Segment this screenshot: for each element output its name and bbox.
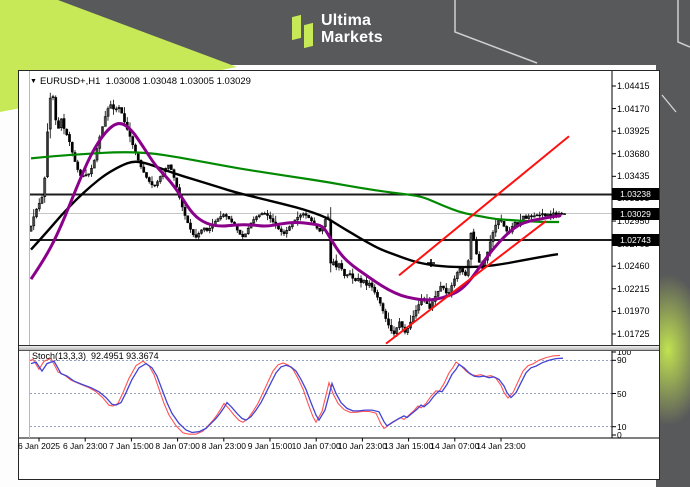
time-tick-label: 7 Jan 15:00: [109, 441, 154, 451]
price-tick-label: 1.02215: [617, 283, 650, 294]
time-tick-label: 8 Jan 23:00: [201, 441, 247, 451]
ohlc-values: 1.03008 1.03048 1.03005 1.03029: [105, 76, 251, 87]
ma-green-line: [30, 151, 559, 224]
price-tick-label: 1.01725: [617, 328, 650, 339]
logo-bar-icon: [304, 22, 313, 49]
panel-splitter[interactable]: [19, 345, 659, 351]
price-tick-label: 1.03680: [617, 148, 650, 159]
stoch-main-line: [30, 357, 564, 434]
chart-window: ▼ EURUSD+,H1 1.03008 1.03048 1.03005 1.03…: [18, 70, 660, 480]
price-tick-label: 1.02460: [617, 261, 650, 272]
brand-name-line1: Ultima: [321, 12, 372, 29]
banner-outline-decoration-icon: [454, 0, 690, 64]
indicator-name: Stoch(13,3,3): [32, 351, 87, 361]
stoch-tick-label: 100: [617, 347, 632, 357]
price-chart-canvas[interactable]: [19, 71, 659, 479]
side-panel-decoration: [656, 0, 690, 487]
symbol-dropdown-arrow[interactable]: ▼: [30, 78, 37, 85]
trendline: [398, 135, 570, 277]
time-tick-label: 10 Jan 23:00: [337, 441, 387, 451]
time-tick-label: 6 Jan 2025: [17, 441, 61, 451]
price-badge-1.03238: 1.03238: [612, 188, 659, 201]
logo-bar-icon: [292, 14, 301, 41]
time-tick-label: 10 Jan 07:00: [291, 441, 341, 451]
symbol-timeframe-label: EURUSD+,H1: [39, 76, 101, 87]
stoch-tick-label: 0: [617, 430, 622, 440]
chart-title: ▼ EURUSD+,H1 1.03008 1.03048 1.03005 1.03…: [30, 76, 251, 87]
lime-glow-decoration: [656, 250, 690, 460]
ma-purple-line: [30, 122, 562, 302]
time-tick-label: 6 Jan 23:00: [62, 441, 108, 451]
window-inner-edge: [29, 71, 30, 438]
price-tick-label: 1.03435: [617, 171, 650, 182]
ultima-logo-icon: [292, 14, 316, 50]
price-tick-label: 1.01970: [617, 306, 650, 317]
trendline: [385, 220, 547, 345]
ma-black-line: [30, 160, 559, 269]
time-tick-label: 13 Jan 15:00: [384, 441, 434, 451]
indicator-values: 92.4951 93.3674: [91, 351, 159, 361]
time-tick-label: 14 Jan 07:00: [430, 441, 480, 451]
brand-name-line2: Markets: [321, 29, 383, 46]
price-tick-label: 1.02950: [617, 216, 650, 227]
stoch-tick-label: 10: [617, 421, 627, 432]
indicator-label: Stoch(13,3,3) 92.4951 93.3674: [32, 351, 159, 361]
price-tick-label: 1.03925: [617, 126, 650, 137]
stoch-signal-line: [30, 354, 561, 435]
time-tick-label: 14 Jan 23:00: [476, 441, 526, 451]
brand-logo: Ultima Markets: [287, 12, 417, 54]
brand-name: Ultima Markets: [321, 12, 383, 46]
price-tick-label: 1.04415: [617, 81, 650, 91]
stoch-tick-label: 90: [617, 355, 627, 366]
price-badge-1.02743: 1.02743: [612, 234, 659, 247]
time-tick-label: 9 Jan 15:00: [247, 441, 293, 451]
price-tick-label: 1.04170: [617, 103, 650, 114]
side-outline-decoration-icon: [661, 94, 677, 113]
selection-marker: [427, 259, 435, 267]
time-tick-label: 8 Jan 07:00: [155, 441, 200, 451]
price-badge-1.03029: 1.03029: [612, 207, 659, 220]
stoch-tick-label: 50: [617, 388, 627, 399]
